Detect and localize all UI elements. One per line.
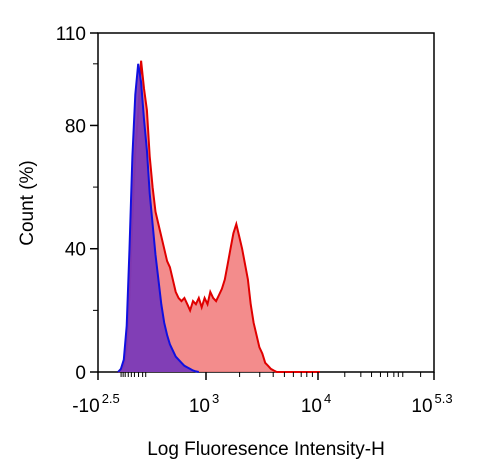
- series-1-area: [118, 63, 199, 373]
- series-layer: [117, 60, 320, 373]
- axes-layer: 0 40 80 110 -10 2.5 10 3 10 4 10 5.3: [56, 24, 453, 417]
- x-tick-label-1: 10 3: [189, 391, 219, 417]
- y-tick-label-3: 110: [56, 24, 86, 45]
- y-tick-label-1: 40: [65, 240, 86, 261]
- series-1-line: [117, 63, 200, 373]
- y-tick-label-2: 80: [65, 116, 86, 137]
- series-0-line: [117, 60, 320, 373]
- x-tick-label-2: 10 4: [301, 391, 331, 417]
- x-tick-label-3: 10 5.3: [411, 391, 452, 417]
- x-axis-title: Log Fluoresence Intensity-H: [147, 439, 385, 460]
- x-tick-label-0: -10 2.5: [72, 391, 120, 417]
- y-tick-label-0: 0: [75, 363, 86, 384]
- y-axis-title: Count (%): [17, 160, 38, 246]
- series-0-area: [118, 60, 320, 372]
